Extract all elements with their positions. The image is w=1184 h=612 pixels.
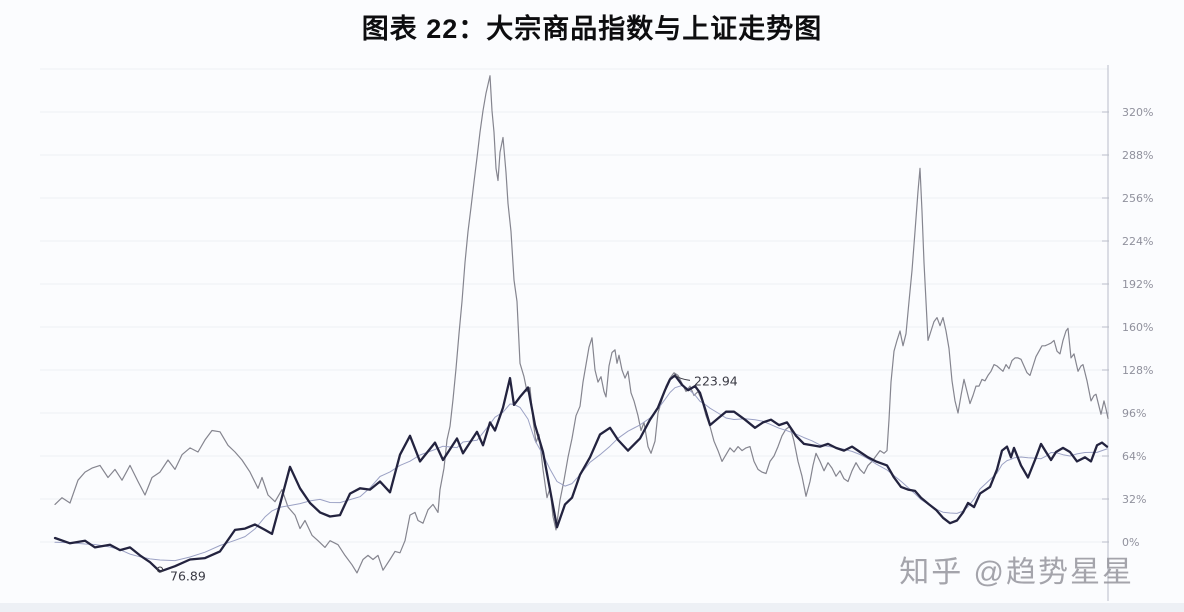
thin-smoothed-companion-line — [54, 385, 1108, 562]
shanghai-composite-gray-line — [54, 75, 1109, 574]
annotation-connector — [674, 374, 691, 381]
bottom-edge-strip — [0, 603, 1184, 612]
y-axis-tick-label: 224% — [1122, 235, 1153, 248]
y-axis-tick-label: 32% — [1122, 493, 1146, 506]
y-axis-tick-label: 0% — [1122, 536, 1139, 549]
annotation-label: 76.89 — [170, 569, 206, 584]
y-axis-tick-label: 64% — [1122, 450, 1146, 463]
watermark: 知乎 @趋势星星 — [899, 556, 1134, 589]
annotation-marker — [156, 566, 164, 573]
commodity-index-dark-line — [53, 374, 1109, 573]
y-axis-tick-label: 256% — [1122, 192, 1153, 205]
y-axis-tick-label: 128% — [1122, 364, 1153, 377]
annotation-label: 223.94 — [694, 373, 738, 388]
chart-title: 图表 22：大宗商品指数与上证走势图 — [361, 14, 823, 44]
y-axis-tick-label: 160% — [1122, 321, 1153, 334]
y-axis-tick-label: 320% — [1122, 106, 1153, 119]
y-axis-tick-label: 192% — [1122, 278, 1153, 291]
y-axis-tick-label: 96% — [1122, 407, 1146, 420]
y-axis-tick-label: 288% — [1122, 149, 1153, 162]
